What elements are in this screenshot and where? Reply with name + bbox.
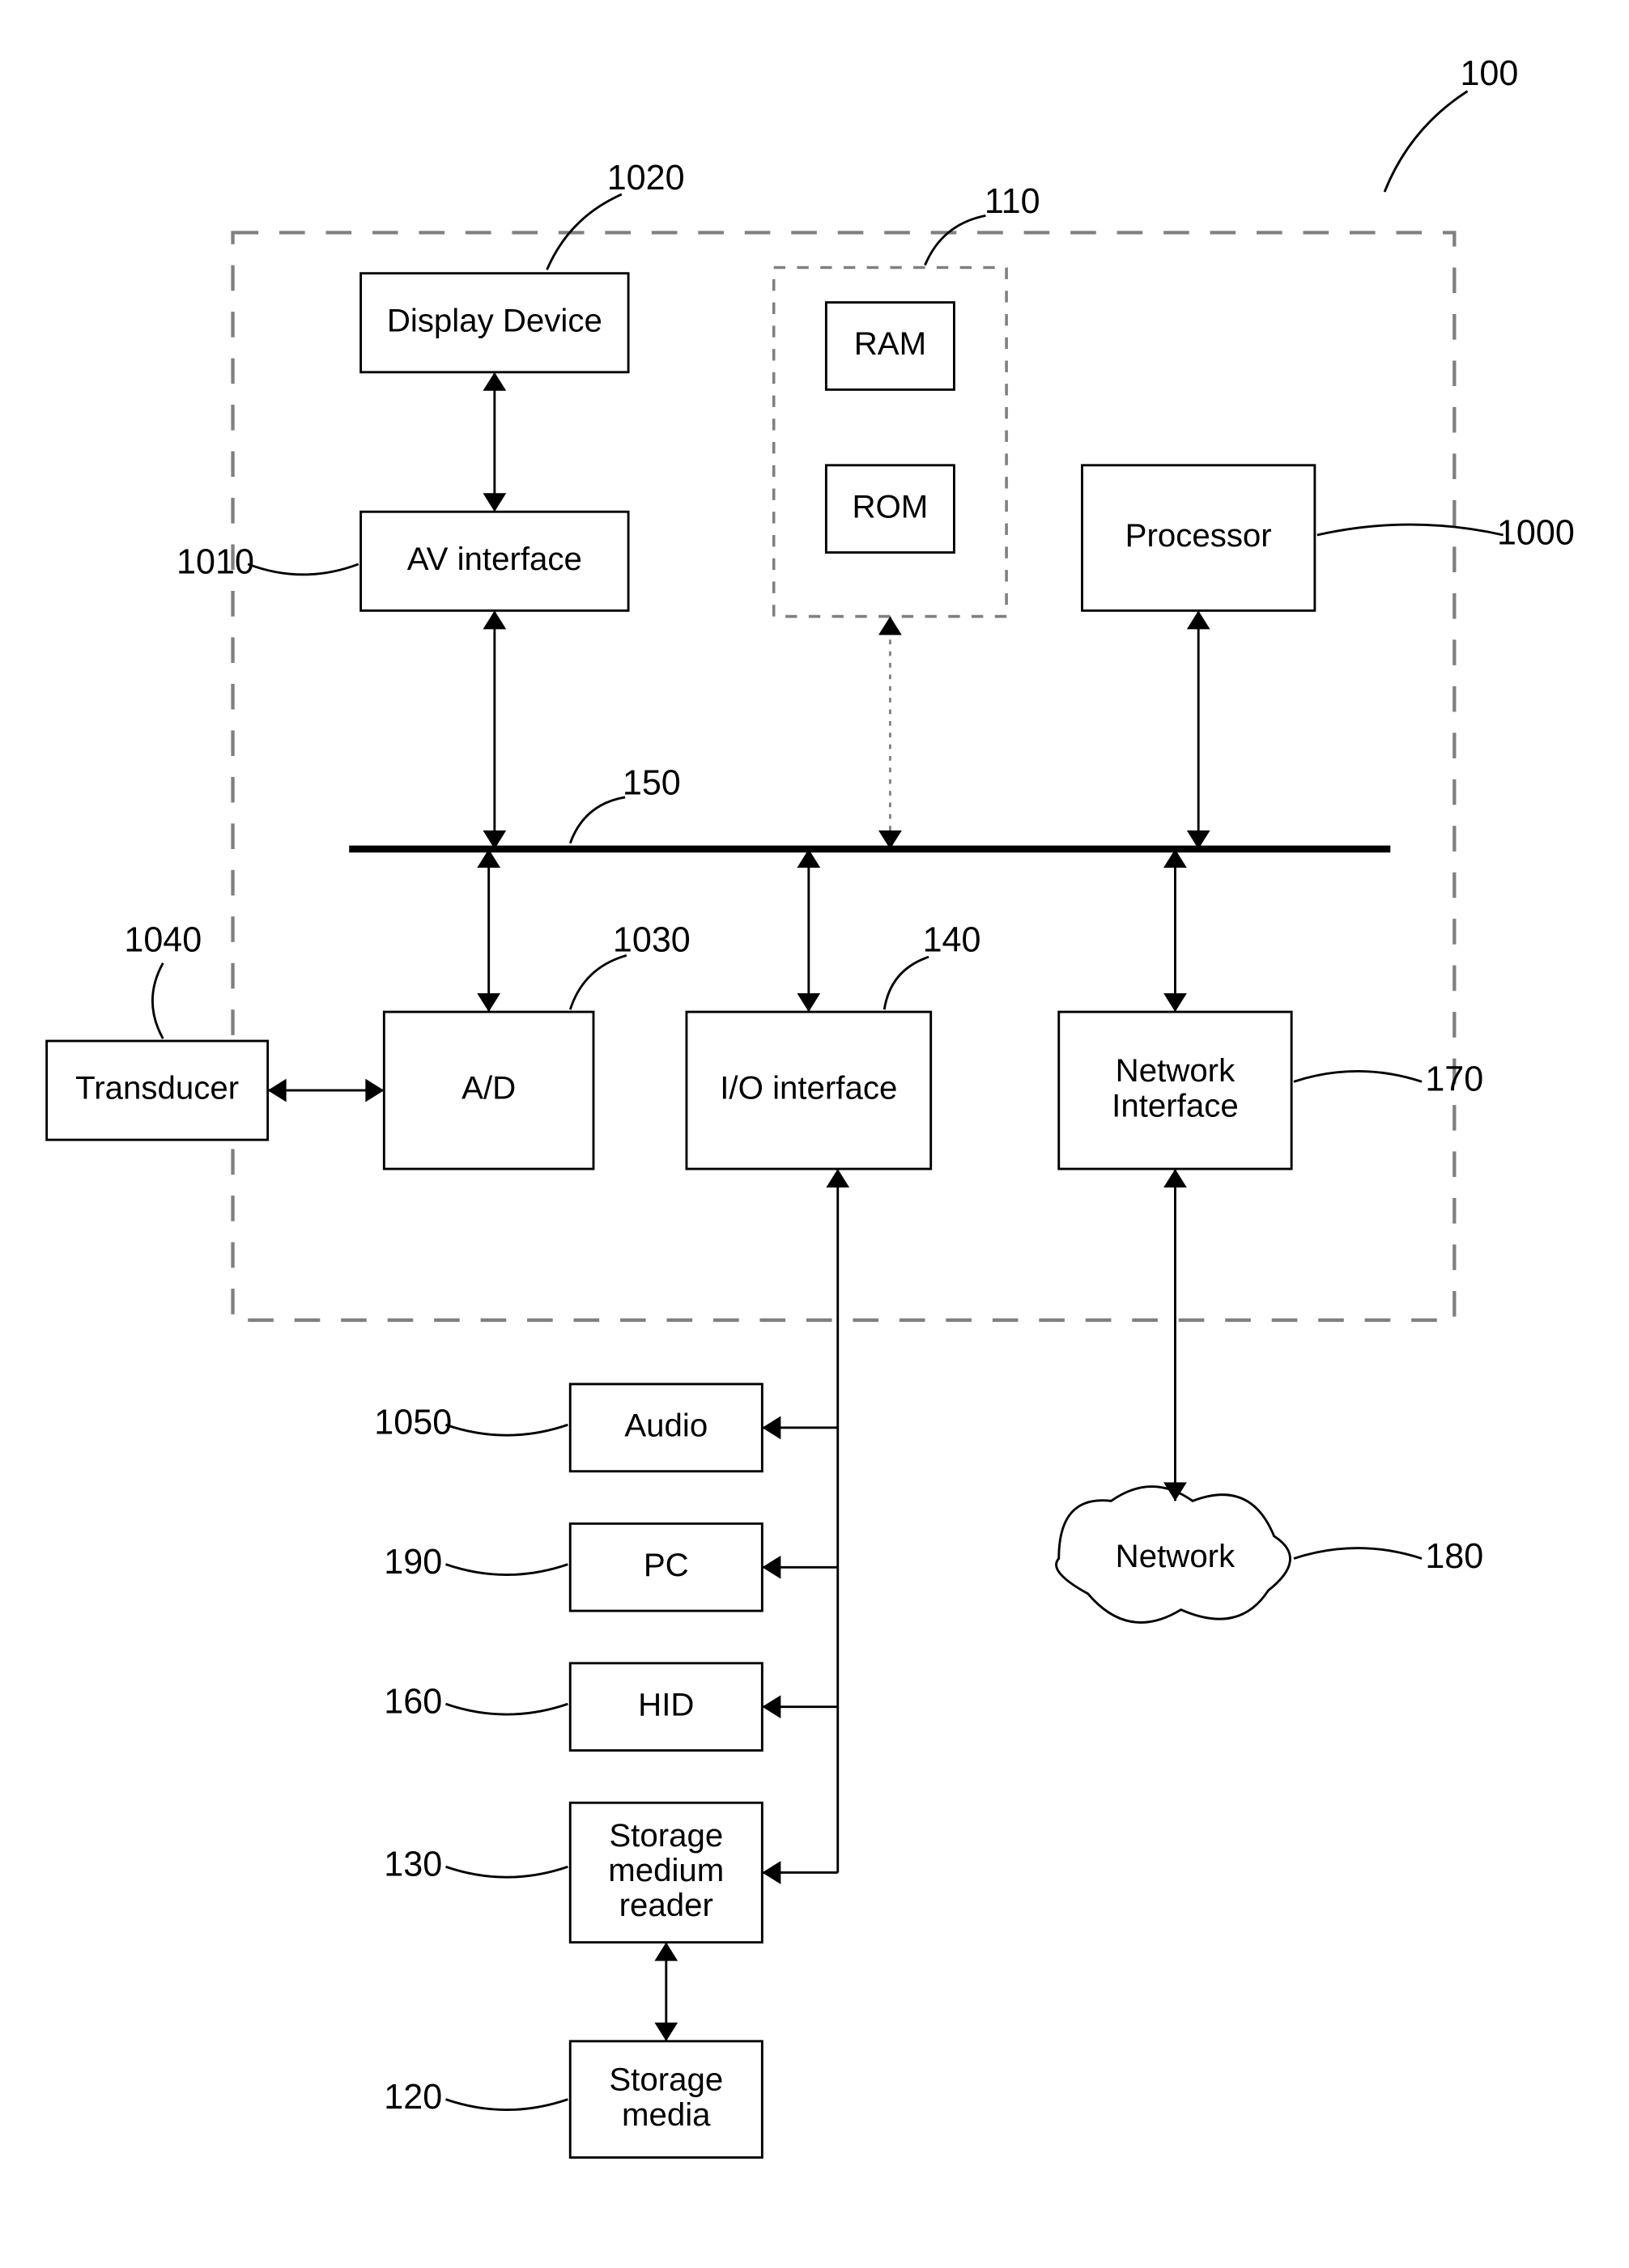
svg-text:160: 160 <box>384 1682 442 1721</box>
ad-block: A/D <box>384 1012 593 1169</box>
ref-1040: 1040 <box>124 920 202 1038</box>
svg-text:Audio: Audio <box>624 1407 708 1443</box>
pc-block: PC <box>570 1523 762 1611</box>
processor-block: Processor <box>1082 465 1314 611</box>
ref-130: 130 <box>384 1845 568 1884</box>
svg-text:Interface: Interface <box>1112 1087 1239 1123</box>
hid-block: HID <box>570 1663 762 1751</box>
ref-180: 180 <box>1294 1537 1483 1576</box>
ref-150: 150 <box>570 763 681 843</box>
svg-text:Processor: Processor <box>1125 517 1272 554</box>
svg-text:1020: 1020 <box>607 159 685 197</box>
svg-text:Network: Network <box>1116 1538 1236 1574</box>
ref-1020: 1020 <box>547 159 685 270</box>
audio-block: Audio <box>570 1384 762 1472</box>
svg-text:PC: PC <box>644 1547 689 1583</box>
svg-text:1050: 1050 <box>374 1404 452 1442</box>
rom-block: ROM <box>826 465 954 553</box>
svg-text:Transducer: Transducer <box>75 1070 239 1106</box>
svg-text:130: 130 <box>384 1845 442 1884</box>
ref-170: 170 <box>1294 1060 1483 1099</box>
svg-text:180: 180 <box>1425 1537 1483 1576</box>
ref-1030: 1030 <box>570 920 691 1009</box>
display-block: Display Device <box>361 274 628 372</box>
network-cloud: Network <box>1057 1487 1291 1623</box>
ref-1000: 1000 <box>1317 513 1575 552</box>
svg-text:A/D: A/D <box>461 1070 516 1106</box>
block-diagram: Display Device AV interface RAM ROM Processo… <box>0 0 1629 2268</box>
svg-text:ROM: ROM <box>852 488 928 525</box>
svg-text:1010: 1010 <box>177 542 254 581</box>
net-block: NetworkInterface <box>1059 1012 1291 1169</box>
svg-text:media: media <box>622 2096 711 2133</box>
svg-text:150: 150 <box>623 763 681 802</box>
svg-text:reader: reader <box>619 1887 713 1923</box>
svg-text:190: 190 <box>384 1543 442 1582</box>
svg-text:170: 170 <box>1425 1060 1483 1099</box>
svg-text:1030: 1030 <box>613 920 691 959</box>
smr-block: Storagemediumreader <box>570 1803 762 1942</box>
svg-text:1040: 1040 <box>124 920 202 959</box>
svg-text:Storage: Storage <box>609 2062 723 2098</box>
svg-text:I/O interface: I/O interface <box>720 1070 897 1106</box>
ref-110: 110 <box>925 182 1040 265</box>
svg-text:HID: HID <box>638 1686 694 1722</box>
ref-1050: 1050 <box>374 1404 568 1442</box>
ref-140: 140 <box>884 920 980 1009</box>
svg-text:medium: medium <box>608 1852 724 1888</box>
ram-block: RAM <box>826 303 954 390</box>
svg-text:Network: Network <box>1116 1052 1236 1089</box>
svg-text:110: 110 <box>985 182 1040 221</box>
ref-160: 160 <box>384 1682 568 1721</box>
svg-text:100: 100 <box>1460 54 1518 93</box>
svg-text:Storage: Storage <box>609 1817 723 1854</box>
svg-text:120: 120 <box>384 2078 442 2117</box>
svg-text:RAM: RAM <box>854 325 926 362</box>
svg-text:AV interface: AV interface <box>407 541 582 577</box>
svg-text:Display Device: Display Device <box>387 302 602 338</box>
io-block: I/O interface <box>687 1012 931 1169</box>
av-block: AV interface <box>361 512 628 610</box>
ref-120: 120 <box>384 2078 568 2117</box>
ref-100: 100 <box>1384 54 1518 192</box>
transducer-block: Transducer <box>47 1041 268 1140</box>
media-block: Storagemedia <box>570 2041 762 2158</box>
svg-text:1000: 1000 <box>1497 513 1575 552</box>
ref-1010: 1010 <box>177 542 359 581</box>
svg-text:140: 140 <box>923 920 981 959</box>
ref-190: 190 <box>384 1543 568 1582</box>
